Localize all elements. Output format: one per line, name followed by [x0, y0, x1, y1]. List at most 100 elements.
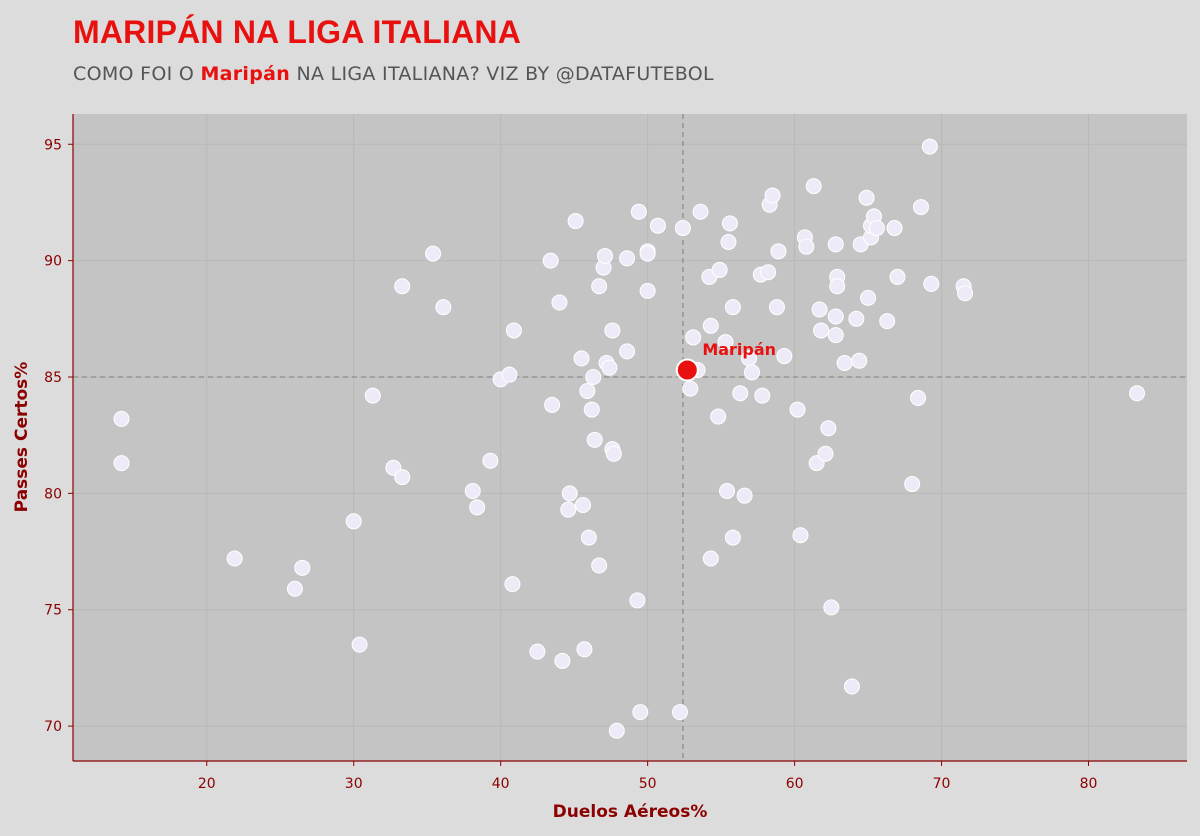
- data-point: [760, 264, 777, 281]
- y-tick-label: 95: [44, 137, 62, 153]
- data-point: [923, 275, 940, 292]
- data-point: [674, 220, 691, 237]
- plot-area: [73, 114, 1187, 761]
- data-point: [912, 199, 929, 216]
- data-point: [886, 220, 903, 237]
- data-point: [720, 234, 737, 251]
- data-point: [798, 238, 815, 255]
- data-point: [551, 294, 568, 311]
- data-point: [394, 469, 411, 486]
- data-point: [586, 431, 603, 448]
- data-point: [711, 261, 728, 278]
- data-point: [579, 382, 596, 399]
- data-point: [829, 278, 846, 295]
- data-point: [286, 580, 303, 597]
- x-axis-label: Duelos Aéreos%: [553, 802, 708, 822]
- data-point: [649, 217, 666, 234]
- data-point: [743, 364, 760, 381]
- axes: 20 30 40 50 60 70 80 70 75 80 85 90 95: [44, 114, 1187, 792]
- data-point: [394, 278, 411, 295]
- y-tick-label: 75: [44, 603, 62, 619]
- data-point: [702, 317, 719, 334]
- data-point: [717, 334, 734, 351]
- data-point: [573, 350, 590, 367]
- data-point: [619, 250, 636, 267]
- data-point: [904, 476, 921, 493]
- data-point: [585, 368, 602, 385]
- data-point: [860, 289, 877, 306]
- data-point: [591, 557, 608, 574]
- data-point: [764, 187, 781, 204]
- data-point: [435, 299, 452, 316]
- data-point: [710, 408, 727, 425]
- y-tick-label: 80: [44, 486, 62, 502]
- data-point: [529, 643, 546, 660]
- data-point: [601, 359, 618, 376]
- data-point: [501, 366, 518, 383]
- data-point: [692, 203, 709, 220]
- data-point: [724, 529, 741, 546]
- data-point: [464, 483, 481, 500]
- data-point: [823, 599, 840, 616]
- data-point: [574, 496, 591, 513]
- data-point: [639, 282, 656, 299]
- data-point: [604, 322, 621, 339]
- data-point: [597, 247, 614, 264]
- data-point: [848, 310, 865, 327]
- data-point: [754, 387, 771, 404]
- data-point: [351, 636, 368, 653]
- data-point: [811, 301, 828, 318]
- data-point: [736, 487, 753, 504]
- data-point: [776, 348, 793, 365]
- data-point: [567, 213, 584, 230]
- data-point: [789, 401, 806, 418]
- data-point: [630, 203, 647, 220]
- subtitle-highlight: Maripán: [200, 63, 291, 85]
- data-point: [879, 313, 896, 330]
- highlight-group: Maripán: [675, 340, 776, 382]
- data-point: [482, 452, 499, 469]
- data-point: [792, 527, 809, 544]
- data-point: [629, 592, 646, 609]
- data-point: [910, 389, 927, 406]
- data-points: [113, 138, 1146, 739]
- x-tick-label: 60: [786, 776, 804, 792]
- x-tick-label: 70: [933, 776, 951, 792]
- data-point: [1129, 385, 1146, 402]
- data-point: [425, 245, 442, 262]
- data-point: [591, 278, 608, 295]
- data-point: [505, 322, 522, 339]
- x-tick-label: 40: [492, 776, 510, 792]
- data-point: [554, 652, 571, 669]
- data-point: [345, 513, 362, 530]
- data-point: [113, 455, 130, 472]
- data-point: [836, 355, 853, 372]
- data-point: [504, 576, 521, 593]
- highlight-point: [675, 358, 699, 382]
- data-point: [113, 410, 130, 427]
- data-point: [724, 299, 741, 316]
- data-point: [718, 483, 735, 500]
- data-point: [605, 445, 622, 462]
- data-point: [632, 704, 649, 721]
- data-point: [827, 327, 844, 344]
- data-point: [583, 401, 600, 418]
- data-point: [889, 268, 906, 285]
- subtitle-suffix: NA LIGA ITALIANA? VIZ BY @DATAFUTEBOL: [290, 63, 714, 85]
- y-tick-label: 90: [44, 254, 62, 270]
- data-point: [868, 220, 885, 237]
- y-tick-label: 70: [44, 719, 62, 735]
- data-point: [544, 396, 561, 413]
- page-subtitle: COMO FOI O Maripán NA LIGA ITALIANA? VIZ…: [73, 63, 714, 85]
- grid: [73, 114, 1187, 761]
- data-point: [576, 641, 593, 658]
- data-point: [851, 352, 868, 369]
- data-point: [805, 178, 822, 195]
- x-tick-label: 50: [639, 776, 657, 792]
- data-point: [619, 343, 636, 360]
- data-point: [813, 322, 830, 339]
- data-point: [732, 385, 749, 402]
- subtitle-prefix: COMO FOI O: [73, 63, 201, 85]
- data-point: [560, 501, 577, 518]
- data-point: [702, 550, 719, 567]
